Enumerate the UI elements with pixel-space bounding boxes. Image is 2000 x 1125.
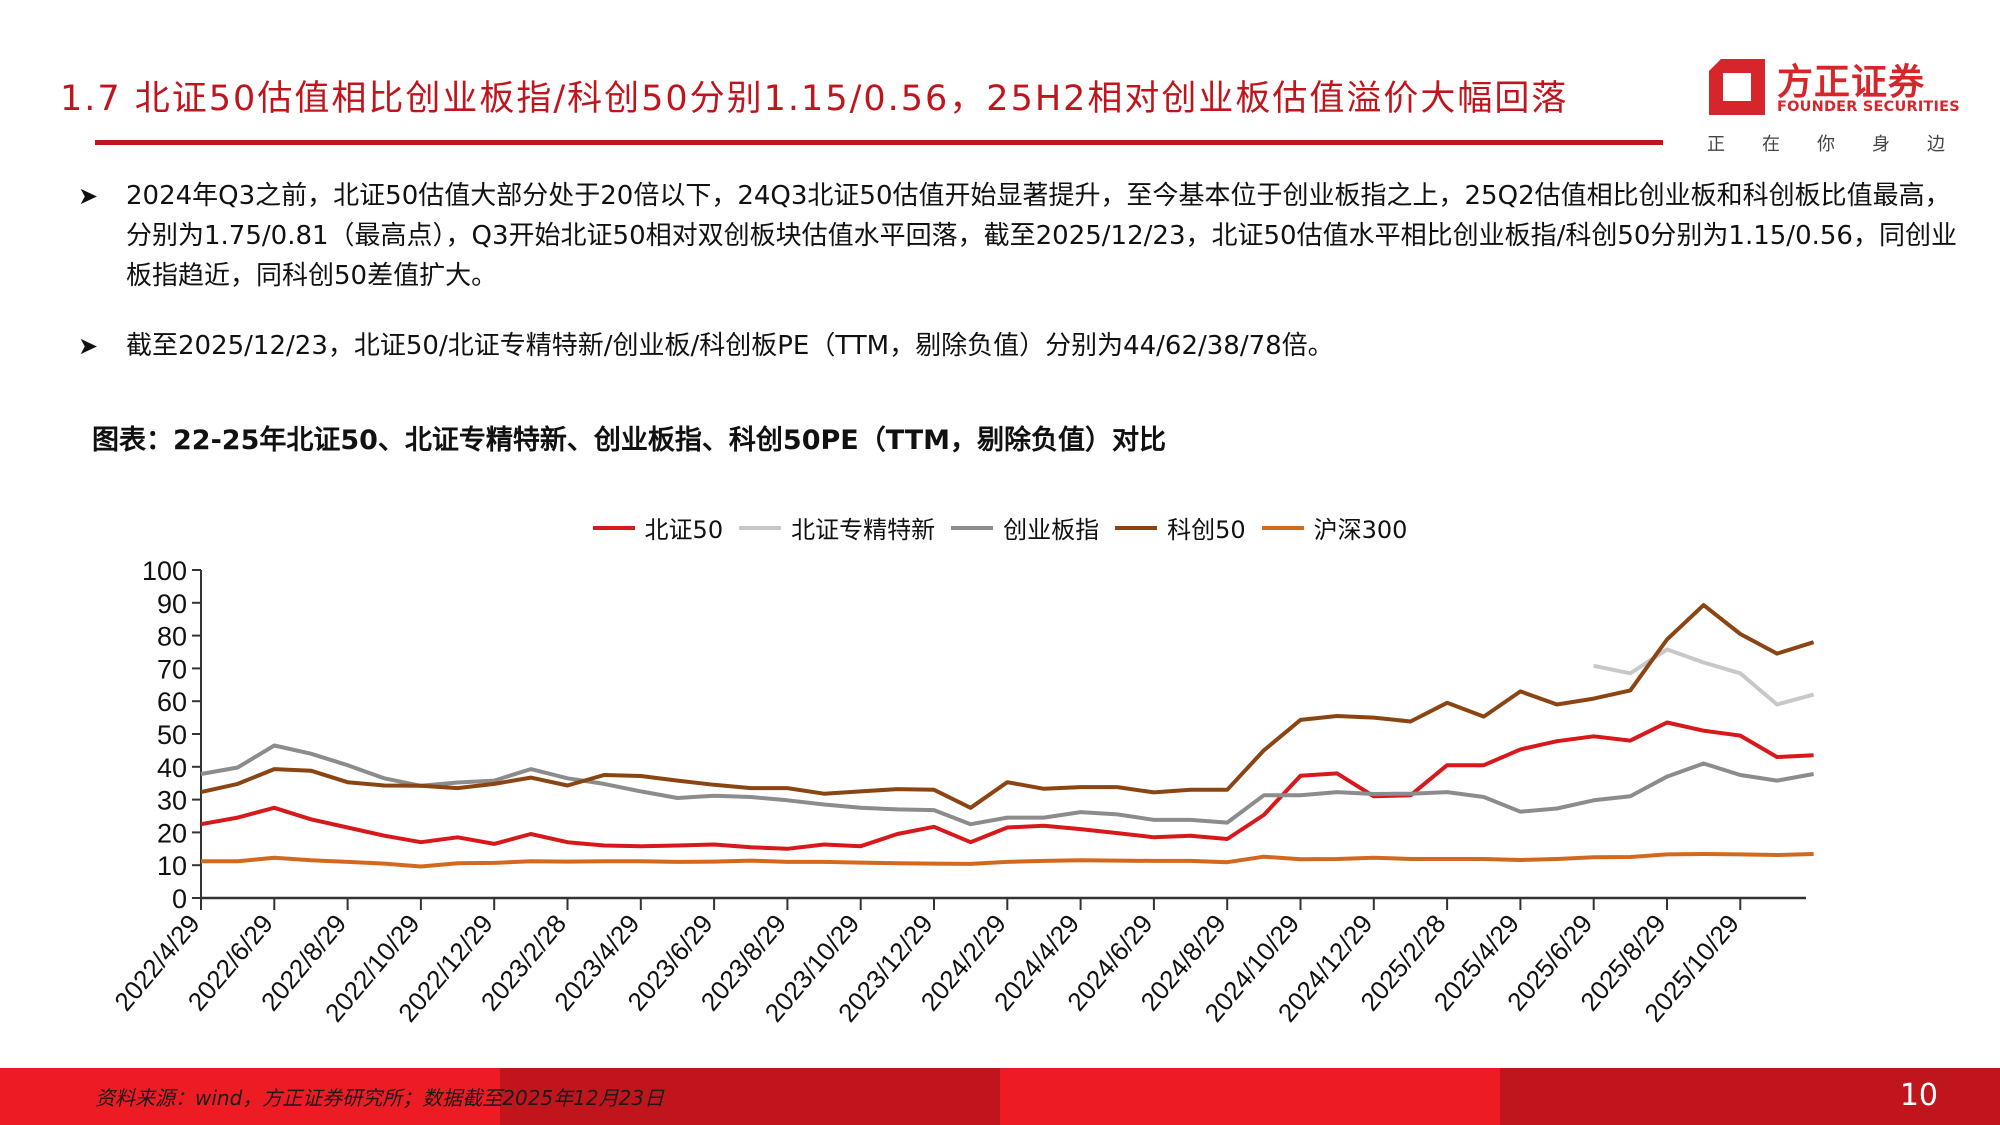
y-tick-label: 80: [157, 622, 187, 652]
line-chart: 01020304050607080901002022/4/292022/6/29…: [108, 556, 1815, 1028]
footer-segment: [0, 1068, 500, 1125]
title-divider: [95, 140, 1663, 145]
logo-name-cn: 方正证券: [1777, 62, 1926, 103]
bullet-list: ➤ 2024年Q3之前，北证50估值大部分处于20倍以下，24Q3北证50估值开…: [78, 176, 1958, 396]
footer-bar: [0, 1068, 2000, 1125]
legend-label: 沪深300: [1313, 516, 1408, 544]
footer-segment: [500, 1068, 1000, 1125]
series-line: [1593, 647, 1815, 707]
y-tick-label: 100: [142, 556, 187, 586]
chart-legend: 北证50 北证专精特新 创业板指 科创50 沪深300: [0, 510, 2000, 545]
series-line: [201, 852, 1814, 869]
bullet-text: 截至2025/12/23，北证50/北证专精特新/创业板/科创板PE（TTM，剔…: [126, 331, 1334, 361]
logo-name-en: FOUNDER SECURITIES: [1777, 99, 1960, 115]
arrow-bullet-icon: ➤: [78, 182, 99, 210]
arrow-bullet-icon: ➤: [78, 332, 99, 360]
legend-item: 科创50: [1115, 510, 1246, 545]
legend-label: 创业板指: [1003, 516, 1100, 544]
y-tick-label: 10: [157, 851, 187, 881]
y-tick-label: 20: [157, 818, 187, 848]
legend-item: 创业板指: [951, 510, 1099, 545]
series-line: [200, 603, 1815, 810]
bullet-item: ➤ 2024年Q3之前，北证50估值大部分处于20倍以下，24Q3北证50估值开…: [78, 176, 1958, 296]
legend-swatch-icon: [1115, 525, 1158, 530]
source-note: 资料来源：wind，方正证券研究所；数据截至2025年12月23日: [95, 1086, 665, 1110]
y-tick-label: 30: [157, 786, 187, 816]
footer-segment: [1000, 1068, 1500, 1125]
footer-segment: [1500, 1068, 2000, 1125]
series-line: [200, 743, 1814, 827]
slogan-char: 你: [1817, 134, 1835, 155]
page-number: 10: [1899, 1078, 1938, 1113]
legend-swatch-icon: [592, 525, 635, 530]
y-tick-label: 0: [172, 884, 187, 914]
y-tick-label: 40: [157, 753, 187, 783]
legend-item: 沪深300: [1261, 510, 1408, 545]
legend-label: 科创50: [1167, 516, 1246, 544]
legend-item: 北证专精特新: [739, 510, 935, 545]
y-tick-label: 50: [157, 720, 187, 750]
slogan-char: 边: [1927, 134, 1945, 155]
founder-logo-icon: [1709, 59, 1765, 115]
chart-caption: 图表：22-25年北证50、北证专精特新、创业板指、科创50PE（TTM，剔除负…: [92, 425, 1167, 456]
logo-slogan: 正 在 你 身 边: [1707, 130, 1945, 156]
y-tick-label: 90: [157, 589, 187, 619]
y-tick-label: 60: [157, 687, 187, 717]
legend-swatch-icon: [739, 525, 782, 530]
series-line: [200, 720, 1814, 851]
bullet-item: ➤ 截至2025/12/23，北证50/北证专精特新/创业板/科创板PE（TTM…: [78, 326, 1958, 366]
y-tick-label: 70: [157, 654, 187, 684]
slogan-char: 正: [1707, 134, 1725, 155]
slogan-char: 在: [1762, 134, 1780, 155]
legend-label: 北证50: [644, 516, 724, 544]
legend-swatch-icon: [1261, 525, 1304, 530]
slogan-char: 身: [1872, 134, 1890, 155]
bullet-text: 2024年Q3之前，北证50估值大部分处于20倍以下，24Q3北证50估值开始显…: [126, 181, 1957, 291]
page-title: 1.7 北证50估值相比创业板指/科创50分别1.15/0.56，25H2相对创…: [60, 79, 1569, 119]
legend-swatch-icon: [951, 525, 994, 530]
legend-label: 北证专精特新: [791, 516, 936, 544]
legend-item: 北证50: [592, 510, 724, 545]
company-logo: 方正证券 FOUNDER SECURITIES 正 在 你 身 边: [1705, 55, 1960, 156]
